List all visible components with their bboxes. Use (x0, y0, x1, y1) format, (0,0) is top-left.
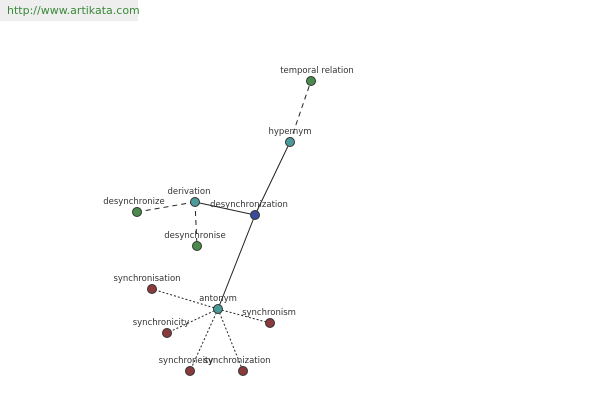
node-label: desynchronize (103, 197, 164, 207)
node[interactable] (306, 76, 316, 86)
node-label: synchronism (242, 308, 296, 318)
node[interactable] (250, 210, 260, 220)
node-label: synchronicity (133, 318, 190, 328)
node[interactable] (285, 137, 295, 147)
node[interactable] (190, 197, 200, 207)
header-box (0, 0, 138, 21)
edge (217, 308, 271, 324)
edge (194, 201, 198, 247)
node-label: derivation (167, 187, 210, 197)
node-label: synchronization (203, 356, 270, 366)
node[interactable] (147, 284, 157, 294)
node[interactable] (265, 318, 275, 328)
node-label: synchroneity (159, 356, 214, 366)
edge (189, 308, 219, 372)
edge (289, 80, 312, 143)
header-url[interactable]: http://www.artikata.com (7, 4, 140, 17)
node-label: hypernym (268, 127, 311, 137)
node[interactable] (162, 328, 172, 338)
node[interactable] (192, 241, 202, 251)
node-label: synchronisation (113, 274, 180, 284)
edge (166, 308, 219, 334)
node-label: temporal relation (280, 66, 354, 76)
node-label: desynchronization (210, 200, 288, 210)
node[interactable] (238, 366, 248, 376)
node[interactable] (132, 207, 142, 217)
edge (151, 288, 219, 310)
edge (136, 201, 196, 213)
node-label: antonym (199, 294, 237, 304)
node[interactable] (213, 304, 223, 314)
node[interactable] (185, 366, 195, 376)
edge (194, 201, 256, 216)
node-label: desynchronise (164, 231, 225, 241)
edge (217, 308, 244, 372)
edge (254, 141, 291, 216)
edge (217, 214, 256, 310)
